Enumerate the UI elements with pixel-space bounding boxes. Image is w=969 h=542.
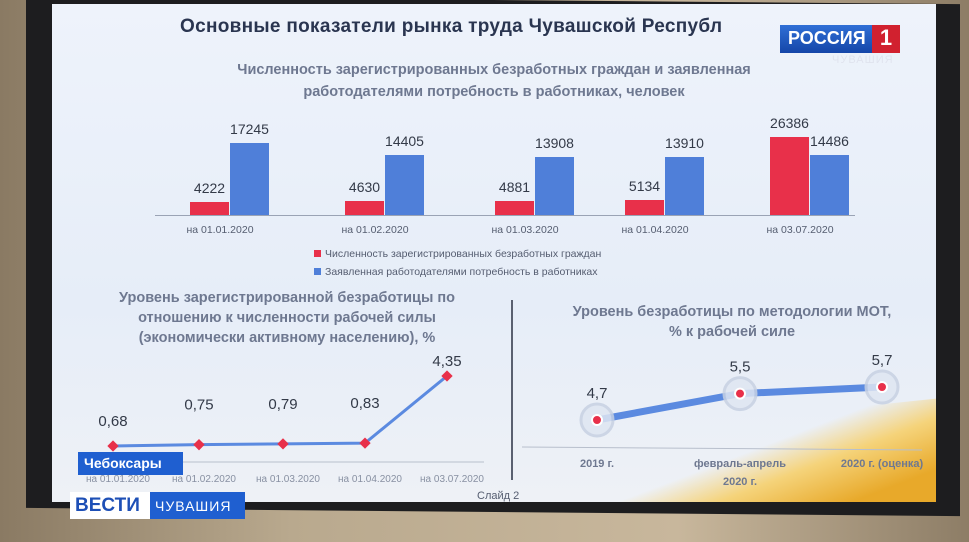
bar-value-label: 13908 [535,135,574,152]
data-label: 5,5 [730,359,751,376]
bar-chart-title-line: работодателями потребность в работниках,… [303,84,685,100]
legend-item-unemployed: Численность зарегистрированных безработн… [314,248,601,260]
bar-value-label: 14405 [385,133,424,150]
category-label: на 01.03.2020 [491,224,559,236]
data-point [591,414,603,426]
channel-name: РОССИЯ [788,28,866,48]
category-label: на 01.03.2020 [256,474,320,485]
bar-value-label: 5134 [628,177,661,194]
bar [535,157,574,215]
title-line: (экономически активному населению), % [138,330,436,346]
data-point [193,439,205,451]
data-point [734,387,746,400]
slide-title: Основные показатели рынка труда Чувашско… [180,16,723,37]
data-label: 4,7 [587,385,608,402]
x-axis [521,446,923,451]
category-label: на 01.02.2020 [172,474,236,485]
category-label: 2020 г. [723,476,757,488]
news-region: ЧУВАШИЯ [150,492,245,519]
data-point [107,440,119,452]
presentation-slide: Основные показатели рынка труда Чувашско… [52,4,936,502]
bar [810,154,849,215]
channel-number: 1 [872,25,900,53]
category-label: на 03.07.2020 [766,224,834,236]
bar [385,155,424,215]
line-chart-1-title: Уровень зарегистрированной безработицы п… [72,290,502,346]
location-caption: Чебоксары [78,452,183,475]
legend-label: Численность зарегистрированных безработн… [325,248,602,260]
category-label: 2020 г. (оценка) [841,458,924,470]
category-label: на 03.07.2020 [420,474,484,485]
news-brand: ВЕСТИ [70,492,150,519]
category-label: на 01.04.2020 [621,224,689,236]
data-label: 0,75 [184,397,213,414]
bar-chart-title-line: Численность зарегистрированных безработн… [237,62,751,78]
data-point [359,437,371,449]
bar-axis [155,215,855,216]
bar [770,136,809,215]
data-label: 0,83 [350,395,379,412]
data-label: 4,35 [432,353,461,370]
bar [665,157,704,215]
title-line: отношению к численности рабочей силы [138,310,436,326]
bar-value-label: 4881 [498,178,531,195]
title-line: % к рабочей силе [668,324,796,340]
slide-number: Слайд 2 [477,490,520,502]
data-label: 0,79 [268,396,297,413]
bar-value-label: 4222 [193,180,226,197]
bar [625,199,664,215]
bar [495,200,534,215]
line-chart-2-title: Уровень безработицы по методологии МОТ, … [522,304,936,340]
bar-value-label: 17245 [230,121,269,138]
category-label: февраль-апрель [694,458,786,470]
channel-logo: РОССИЯ [780,25,874,53]
category-label: на 01.01.2020 [186,224,254,236]
bar [230,143,269,215]
data-point [277,438,289,450]
category-label: на 01.01.2020 [86,474,150,485]
category-label: на 01.02.2020 [341,224,409,236]
bar [190,202,229,215]
legend-item-vacancies: Заявленная работодателями потребность в … [314,266,598,278]
bar-value-label: 4630 [348,179,381,196]
category-label: 2019 г. [580,458,614,470]
bar-value-label: 13910 [665,135,704,152]
legend-label: Заявленная работодателями потребность в … [325,266,598,278]
title-line: Уровень зарегистрированной безработицы п… [119,290,455,306]
bar-value-label: 26386 [770,114,809,131]
data-label: 0,68 [98,413,127,430]
channel-region: ЧУВАШИЯ [832,54,894,66]
title-line: Уровень безработицы по методологии МОТ, [572,304,892,320]
data-point [441,370,453,382]
bar-chart-title: Численность зарегистрированных безработн… [52,62,936,100]
divider [511,300,513,480]
bar [345,201,384,215]
category-label: на 01.04.2020 [338,474,402,485]
bar-value-label: 14486 [810,132,849,149]
data-label: 5,7 [872,352,893,369]
data-point [876,381,888,393]
line-charts: 0,68 на 01.01.2020 0,75 на 01.02.2020 0,79 на… [86,352,924,488]
